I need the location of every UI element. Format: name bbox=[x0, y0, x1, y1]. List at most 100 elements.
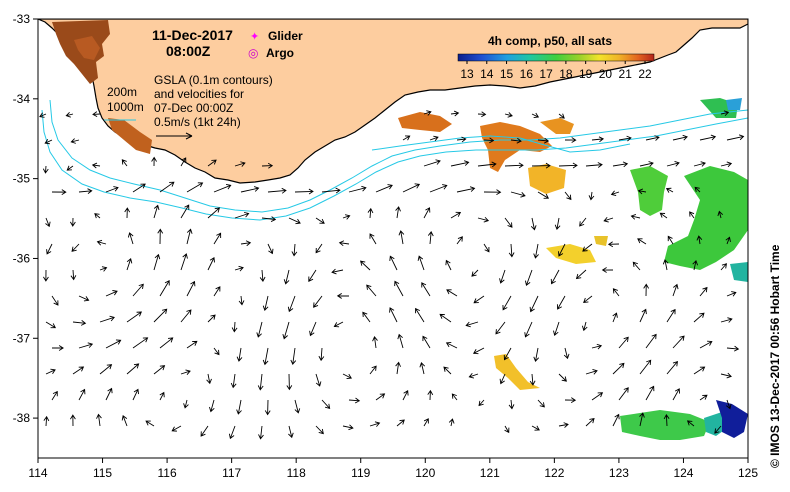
velocity-arrow bbox=[601, 267, 614, 273]
velocity-arrow bbox=[603, 216, 614, 223]
argo-label: Argo bbox=[266, 46, 294, 60]
velocity-arrow bbox=[342, 424, 354, 431]
velocity-arrow bbox=[42, 165, 49, 174]
y-tick-label: -34 bbox=[13, 92, 31, 106]
velocity-arrow bbox=[504, 425, 510, 434]
velocity-arrow bbox=[473, 295, 485, 304]
velocity-arrow bbox=[465, 321, 479, 328]
velocity-arrow bbox=[508, 243, 515, 258]
velocity-arrow bbox=[92, 111, 101, 118]
velocity-arrow bbox=[283, 269, 290, 285]
velocity-arrow bbox=[558, 422, 569, 428]
velocity-arrow bbox=[456, 136, 467, 143]
velocity-arrow bbox=[639, 359, 652, 375]
velocity-arrow bbox=[45, 217, 51, 228]
velocity-arrow bbox=[132, 183, 146, 193]
velocity-arrow bbox=[591, 343, 603, 350]
velocity-arrow bbox=[663, 413, 670, 427]
velocity-arrow bbox=[78, 188, 93, 195]
velocity-arrow bbox=[372, 336, 378, 349]
velocity-arrow bbox=[291, 243, 298, 257]
velocity-arrow bbox=[159, 391, 165, 401]
velocity-arrow bbox=[699, 286, 708, 297]
velocity-arrow bbox=[236, 399, 242, 415]
velocity-arrow bbox=[78, 342, 94, 349]
velocity-arrow bbox=[367, 207, 374, 219]
velocity-arrow bbox=[477, 216, 490, 223]
velocity-arrow bbox=[318, 347, 325, 362]
velocity-arrow bbox=[639, 308, 647, 323]
isobath-1000m-label: 1000m bbox=[107, 100, 144, 114]
velocity-arrow bbox=[666, 308, 676, 323]
argo-icon: ◎ bbox=[248, 46, 258, 60]
velocity-arrow bbox=[667, 235, 674, 245]
x-tick-label: 123 bbox=[609, 466, 629, 480]
gsla-info-2: and velocities for bbox=[154, 87, 244, 101]
velocity-arrow bbox=[256, 321, 263, 338]
velocity-arrow bbox=[240, 186, 260, 193]
velocity-arrow bbox=[234, 265, 244, 272]
velocity-arrow bbox=[612, 413, 620, 427]
velocity-arrow bbox=[558, 162, 578, 169]
velocity-arrow bbox=[415, 307, 425, 323]
velocity-arrow bbox=[693, 161, 706, 167]
velocity-arrow bbox=[51, 189, 67, 195]
velocity-arrow bbox=[186, 182, 204, 193]
velocity-arrow bbox=[645, 385, 655, 401]
velocity-arrow bbox=[267, 243, 274, 255]
velocity-arrow bbox=[65, 111, 74, 118]
velocity-arrow bbox=[171, 425, 182, 432]
side-credit: © IMOS 13-Dec-2017 00:56 Hobart Time bbox=[768, 244, 782, 468]
velocity-arrow bbox=[550, 269, 560, 285]
velocity-arrow bbox=[121, 414, 128, 427]
sst-patch bbox=[540, 118, 574, 134]
x-tick-label: 115 bbox=[93, 466, 112, 480]
velocity-arrow bbox=[445, 259, 452, 271]
colorbar-tick-label: 17 bbox=[539, 67, 553, 81]
velocity-arrow bbox=[186, 280, 196, 297]
velocity-arrow bbox=[290, 347, 297, 366]
velocity-arrow bbox=[366, 284, 377, 297]
velocity-arrow bbox=[72, 366, 85, 375]
velocity-arrow bbox=[666, 161, 680, 167]
velocity-arrow bbox=[726, 399, 732, 410]
velocity-arrow bbox=[360, 260, 371, 271]
velocity-arrow bbox=[533, 243, 539, 259]
velocity-arrow bbox=[451, 393, 458, 401]
velocity-arrow bbox=[78, 388, 86, 401]
velocity-arrow bbox=[286, 373, 293, 391]
velocity-arrow bbox=[126, 363, 140, 375]
velocity-arrow bbox=[720, 110, 730, 116]
velocity-arrow bbox=[632, 261, 641, 271]
velocity-arrow bbox=[70, 269, 77, 281]
velocity-arrow bbox=[180, 204, 190, 219]
velocity-arrow bbox=[257, 373, 264, 391]
velocity-arrow bbox=[529, 295, 539, 313]
velocity-arrow bbox=[313, 295, 323, 308]
velocity-arrow bbox=[395, 361, 401, 375]
velocity-arrow bbox=[267, 187, 287, 194]
colorbar bbox=[457, 53, 655, 62]
velocity-arrow bbox=[483, 137, 495, 144]
velocity-arrow bbox=[153, 253, 161, 271]
sst-patch bbox=[528, 164, 566, 194]
velocity-arrow bbox=[726, 134, 745, 141]
velocity-arrow bbox=[186, 340, 198, 349]
velocity-arrow bbox=[43, 269, 49, 282]
velocity-arrow bbox=[315, 425, 324, 435]
velocity-arrow bbox=[558, 373, 567, 382]
velocity-arrow bbox=[537, 137, 550, 144]
velocity-arrow bbox=[585, 369, 598, 375]
velocity-arrow bbox=[127, 232, 134, 245]
velocity-arrow bbox=[126, 311, 142, 323]
velocity-arrow bbox=[206, 373, 212, 385]
sst-patch bbox=[398, 112, 452, 132]
velocity-arrow bbox=[423, 159, 441, 167]
velocity-arrow bbox=[423, 110, 432, 116]
colorbar-tick-label: 18 bbox=[559, 67, 573, 81]
velocity-arrow bbox=[585, 417, 595, 427]
scale-arrow bbox=[156, 132, 193, 140]
velocity-arrow bbox=[531, 112, 540, 119]
velocity-arrow bbox=[262, 295, 269, 311]
velocity-arrow bbox=[132, 337, 149, 349]
